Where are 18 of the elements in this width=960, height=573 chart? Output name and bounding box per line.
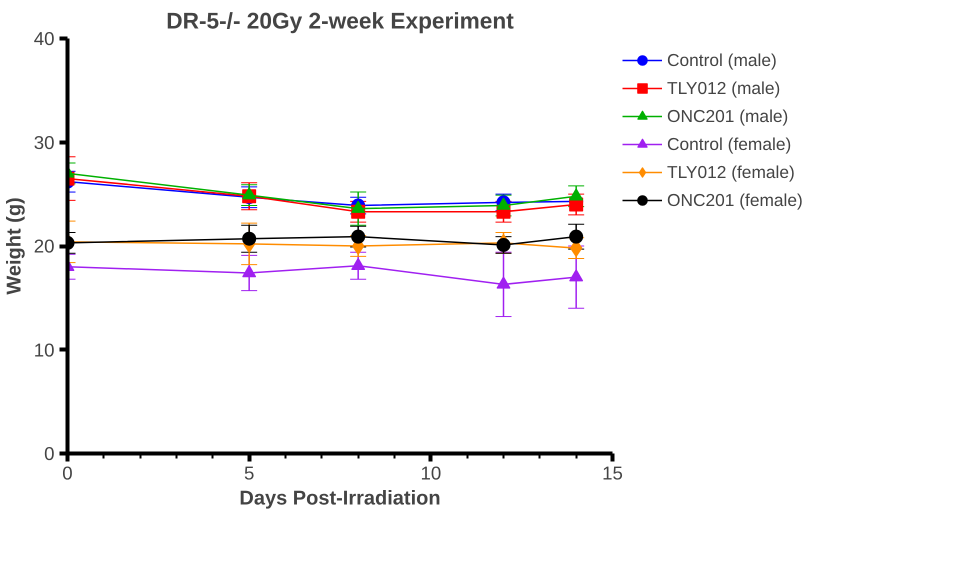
chart-title: DR-5-/- 20Gy 2-week Experiment: [166, 8, 514, 34]
y-tick-label: 20: [34, 236, 55, 256]
legend-label: Control (male): [667, 48, 777, 72]
legend-label: TLY012 (male): [667, 76, 780, 100]
y-tick-label: 10: [34, 339, 55, 360]
x-axis-title: Days Post-Irradiation: [239, 488, 441, 510]
x-tick-label: 0: [62, 462, 73, 484]
x-tick-label: 5: [244, 462, 254, 484]
legend-label: TLY012 (female): [667, 160, 795, 184]
legend-label: ONC201 (female): [667, 188, 803, 212]
legend-label: ONC201 (male): [667, 104, 788, 128]
x-tick-label: 15: [602, 462, 623, 484]
legend-label: Control (female): [667, 132, 792, 156]
y-axis-title: Weight (g): [4, 197, 26, 295]
y-tick-label: 30: [34, 132, 55, 153]
y-tick-label: 40: [34, 28, 55, 49]
x-tick-label: 10: [420, 462, 442, 484]
y-tick-label: 0: [44, 443, 55, 464]
